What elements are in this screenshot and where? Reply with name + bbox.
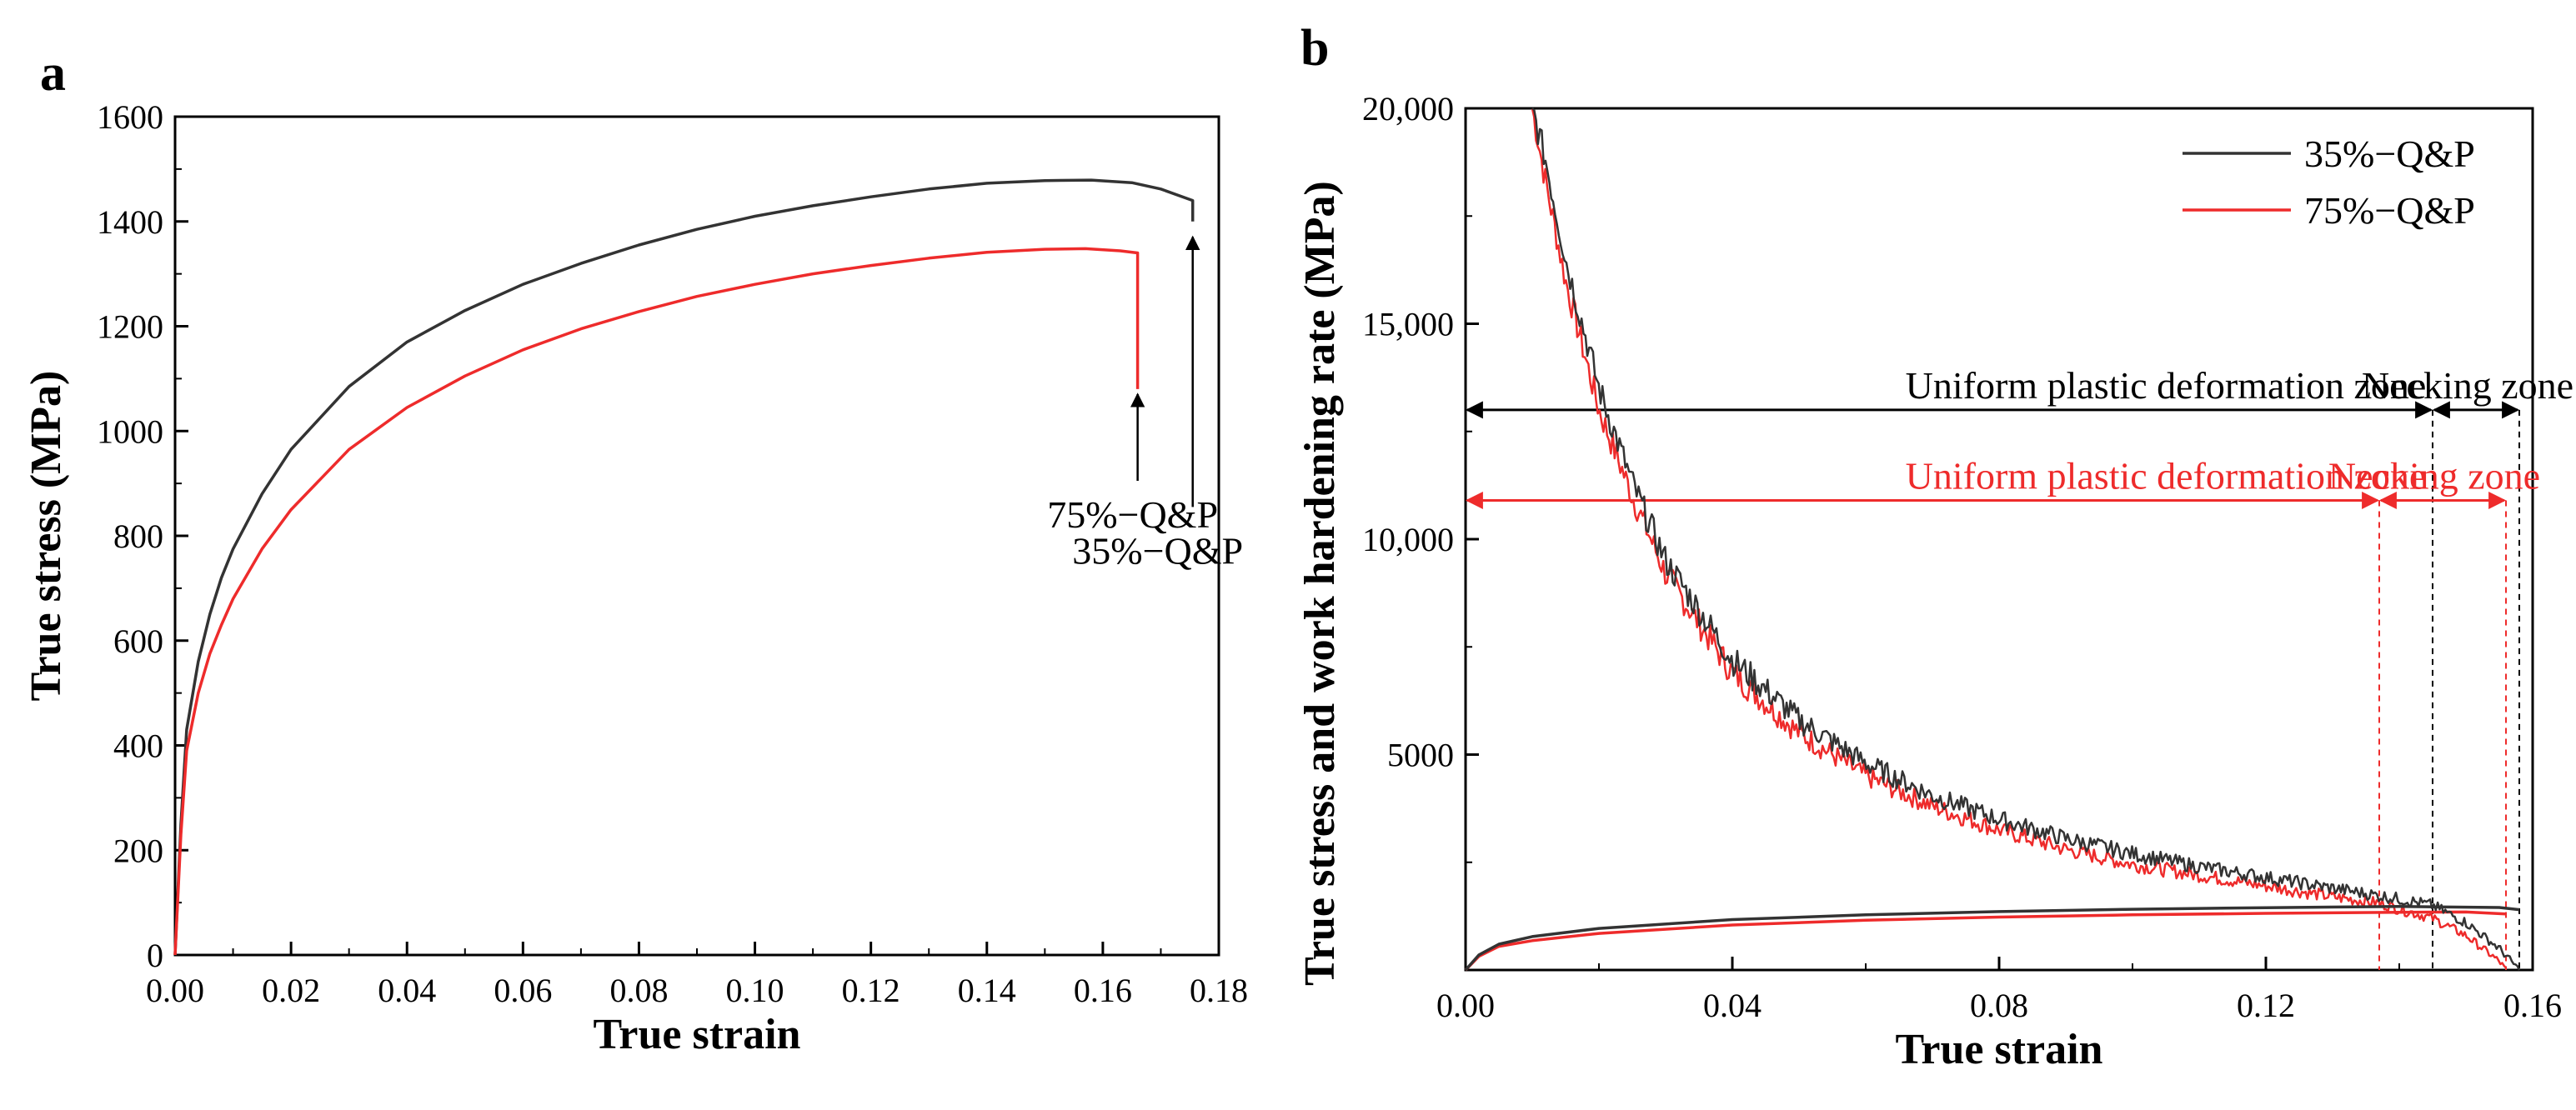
zone-label-uniform-plastic-deformation-zone: Uniform plastic deformation zone	[1906, 364, 2427, 407]
x-tick-label: 0.10	[726, 972, 784, 1009]
x-tick-label: 0.08	[609, 972, 668, 1009]
annotation-75-label: 75%−Q&P	[1047, 493, 1218, 536]
y-tick-label: 800	[113, 518, 163, 555]
legend-label-75-q-p: 75%−Q&P	[2304, 189, 2475, 232]
x-tick-label: 0.00	[1436, 987, 1495, 1024]
panel-b-plot-frame	[1464, 107, 2534, 972]
x-tick-label: 0.14	[958, 972, 1016, 1009]
x-tick-label: 0.18	[1190, 972, 1248, 1009]
y-tick-label: 10,000	[1362, 521, 1454, 558]
panel-b-x-axis-label: True strain	[1896, 1026, 2103, 1073]
panel-b: b 0.00 0.04 0.08 0.12 0.16 5000 10,000 15,000 2…	[1296, 20, 2573, 1073]
panel-a-y-axis-label: True stress (MPa)	[23, 371, 70, 702]
y-tick-label: 5000	[1387, 737, 1454, 774]
series-line-75-q-p	[173, 247, 1140, 956]
panel-a-x-axis-label: True strain	[594, 1011, 801, 1058]
x-tick-label: 0.02	[262, 972, 320, 1009]
y-tick-label: 15,000	[1362, 306, 1454, 343]
series-true-stress-75-q-p	[1464, 910, 2507, 972]
panel-a-annotations: 75%−Q&P35%−Q&P	[1047, 235, 1243, 572]
panel-b-zones: Uniform plastic deformation zoneNecking …	[1465, 364, 2573, 970]
panel-b-y-ticks: 5000 10,000 15,000 20,000	[1362, 90, 1479, 863]
series-true-stress-35-q-p	[1464, 905, 2520, 972]
x-tick-label: 0.12	[2237, 987, 2295, 1024]
zone-label-uniform-plastic-deformation-zone: Uniform plastic deformation zone	[1906, 454, 2427, 497]
panel-a-y-ticks: 0 200 400 600 800 1000 1200 1400 1600	[97, 98, 188, 974]
x-tick-label: 0.04	[1703, 987, 1762, 1024]
zone-label-necking-zone: Necking zone	[2328, 454, 2540, 497]
zone-label-necking-zone: Necking zone	[2362, 364, 2573, 407]
y-tick-label: 1400	[97, 203, 163, 241]
panel-b-letter: b	[1301, 20, 1329, 77]
y-tick-label: 1200	[97, 308, 163, 346]
annotation-35-label: 35%−Q&P	[1072, 529, 1243, 572]
panel-a: a 0.00 0.02 0.04 0.06 0.08 0.10 0.12 0.14 0.16 0.…	[23, 45, 1248, 1058]
y-tick-label: 0	[147, 937, 163, 974]
series-line-35-q-p	[173, 178, 1195, 956]
panel-b-y-axis-label: True stress and work hardening rate (MPa…	[1296, 181, 1344, 986]
x-tick-label: 0.06	[494, 972, 552, 1009]
x-tick-label: 0.16	[2503, 987, 2562, 1024]
panel-b-legend: 35%−Q&P 75%−Q&P	[2183, 132, 2475, 232]
panel-b-x-ticks: 0.00 0.04 0.08 0.12 0.16	[1436, 957, 2562, 1024]
x-tick-label: 0.08	[1970, 987, 2028, 1024]
y-tick-label: 1000	[97, 412, 163, 450]
series-work-hardening-rate-75-q-p	[1531, 108, 2507, 969]
x-tick-label: 0.12	[842, 972, 900, 1009]
x-tick-label: 0.16	[1074, 972, 1132, 1009]
legend-label-35-q-p: 35%−Q&P	[2304, 132, 2475, 175]
panel-a-x-ticks: 0.00 0.02 0.04 0.06 0.08 0.10 0.12 0.14 0.16 0.18	[146, 942, 1248, 1009]
y-tick-label: 400	[113, 728, 163, 765]
y-tick-label: 600	[113, 622, 163, 660]
x-tick-label: 0.00	[146, 972, 204, 1009]
panel-a-plot-frame	[173, 115, 1220, 957]
y-tick-label: 1600	[97, 98, 163, 136]
x-tick-label: 0.04	[378, 972, 436, 1009]
panel-b-series	[1464, 108, 2521, 972]
y-tick-label: 20,000	[1362, 90, 1454, 128]
y-tick-label: 200	[113, 832, 163, 869]
panel-a-series	[173, 178, 1195, 956]
panel-a-letter: a	[40, 45, 66, 102]
series-work-hardening-rate-35-q-p	[1531, 108, 2521, 971]
